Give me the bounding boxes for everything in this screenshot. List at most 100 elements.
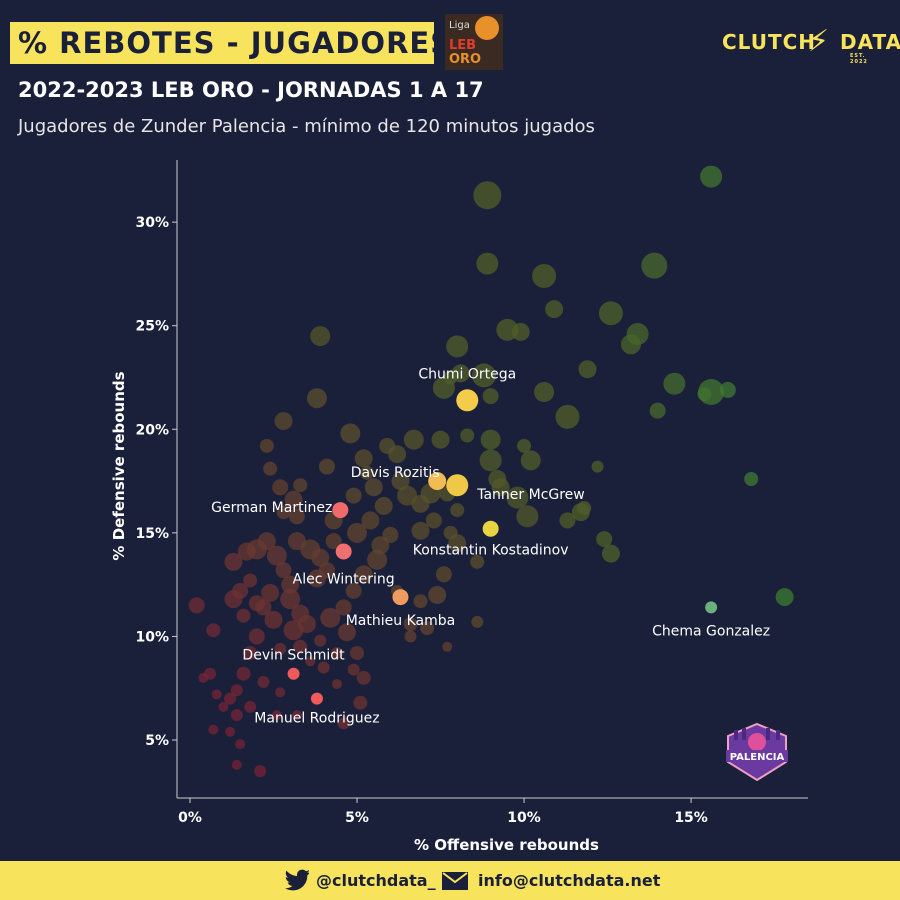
scatter-point bbox=[420, 621, 435, 636]
point-label: Mathieu Kamba bbox=[346, 613, 455, 629]
scatter-point bbox=[274, 412, 293, 430]
scatter-point bbox=[248, 628, 265, 645]
scatter-point bbox=[382, 526, 399, 543]
scatter-point bbox=[261, 583, 280, 602]
scatter-point bbox=[310, 326, 331, 347]
scatter-point bbox=[272, 479, 289, 496]
scatter-point bbox=[218, 701, 229, 712]
y-tick-label: 15% bbox=[135, 526, 169, 542]
league-logo-text-1: Liga bbox=[449, 20, 470, 31]
scatter-point bbox=[264, 610, 283, 629]
scatter-point bbox=[374, 496, 393, 515]
scatter-point bbox=[403, 617, 418, 631]
basketball-icon bbox=[475, 16, 499, 40]
scatter-point bbox=[471, 363, 496, 388]
scatter-point bbox=[283, 620, 304, 641]
highlighted-point bbox=[482, 520, 499, 537]
brand-est-text: EST. 2022 bbox=[850, 53, 868, 65]
scatter-point bbox=[246, 539, 267, 560]
brand-left-text: CLUTCH bbox=[722, 30, 817, 54]
scatter-point bbox=[244, 700, 257, 713]
scatter-point bbox=[231, 759, 242, 770]
y-tick-label: 5% bbox=[145, 733, 169, 749]
point-label: Manuel Rodriguez bbox=[254, 711, 379, 727]
mail-icon bbox=[442, 872, 468, 890]
point-label: Konstantin Kostadinov bbox=[413, 543, 569, 559]
scatter-point bbox=[306, 388, 327, 409]
y-axis-label: % Defensive rebounds bbox=[110, 371, 128, 560]
chart-title: % REBOTES - JUGADORES bbox=[18, 26, 453, 60]
scatter-point bbox=[291, 710, 302, 721]
scatter-point bbox=[360, 465, 375, 480]
scatter-point bbox=[198, 672, 209, 683]
scatter-point bbox=[577, 501, 592, 515]
footer: @clutchdata_ info@clutchdata.net bbox=[0, 861, 900, 900]
scatter-point bbox=[482, 388, 499, 405]
scatter-point bbox=[516, 505, 539, 528]
y-tick-label: 30% bbox=[135, 215, 169, 231]
scatter-point bbox=[275, 562, 292, 579]
x-axis-label: % Offensive rebounds bbox=[414, 836, 599, 854]
scatter-point bbox=[460, 428, 475, 443]
x-tick-label: 0% bbox=[178, 810, 202, 826]
scatter-point bbox=[307, 569, 326, 588]
scatter-point bbox=[188, 597, 205, 614]
scatter-point bbox=[719, 381, 736, 398]
scatter-point bbox=[480, 429, 501, 450]
scatter-point bbox=[350, 646, 365, 660]
league-logo: Liga LEB ORO bbox=[445, 14, 503, 70]
scatter-point bbox=[291, 604, 310, 623]
scatter-point bbox=[236, 608, 251, 623]
title-banner bbox=[10, 22, 434, 64]
scatter-point bbox=[236, 666, 251, 681]
scatter-point bbox=[224, 692, 237, 705]
scatter-point bbox=[211, 689, 222, 700]
scatter-point bbox=[361, 511, 380, 530]
scatter-point bbox=[367, 549, 388, 570]
scatter-point bbox=[517, 438, 532, 453]
scatter-point bbox=[235, 739, 246, 750]
scatter-point bbox=[331, 679, 342, 690]
scatter-point bbox=[442, 641, 453, 652]
palencia-logo-text: PALENCIA bbox=[730, 752, 785, 763]
scatter-point bbox=[432, 376, 455, 399]
y-tick-label: 25% bbox=[135, 319, 169, 335]
point-label: Devin Schmidt bbox=[242, 648, 345, 664]
highlighted-point bbox=[446, 474, 469, 497]
scatter-point bbox=[450, 503, 465, 518]
twitter-icon bbox=[285, 869, 309, 891]
highlighted-point bbox=[428, 472, 447, 491]
highlighted-point bbox=[705, 601, 718, 614]
scatter-point bbox=[591, 460, 604, 473]
point-label: Alec Wintering bbox=[293, 572, 395, 588]
scatter-point bbox=[471, 615, 484, 628]
scatter-point bbox=[700, 165, 723, 188]
scatter-point bbox=[293, 639, 308, 654]
scatter-point bbox=[413, 594, 428, 609]
scatter-point bbox=[257, 676, 270, 688]
scatter-point bbox=[347, 522, 368, 543]
scatter-point bbox=[578, 360, 597, 379]
highlighted-points: Chumi Ortega Davis Rozitis Tanner McGrew Ge… bbox=[211, 366, 770, 726]
scatter-point bbox=[620, 334, 641, 355]
footer-twitter[interactable]: @clutchdata_ bbox=[316, 871, 436, 890]
highlighted-point bbox=[287, 667, 300, 680]
scatter-point bbox=[288, 508, 305, 525]
scatter-point bbox=[354, 449, 373, 468]
league-logo-text-3: ORO bbox=[449, 52, 482, 67]
scatter-point bbox=[254, 765, 267, 778]
scatter-point bbox=[641, 252, 668, 279]
scatter-point bbox=[317, 661, 330, 674]
scatter-point bbox=[314, 634, 327, 647]
scatter-point bbox=[305, 656, 316, 667]
scatter-point bbox=[446, 335, 469, 358]
footer-email[interactable]: info@clutchdata.net bbox=[478, 871, 661, 890]
scatter-point bbox=[318, 458, 335, 475]
scatter-point bbox=[208, 724, 219, 735]
scatter-point bbox=[470, 554, 485, 569]
scatter-point bbox=[476, 252, 499, 275]
point-label: German Martinez bbox=[211, 500, 332, 516]
scatter-point bbox=[428, 586, 447, 604]
scatter-point bbox=[280, 589, 301, 610]
